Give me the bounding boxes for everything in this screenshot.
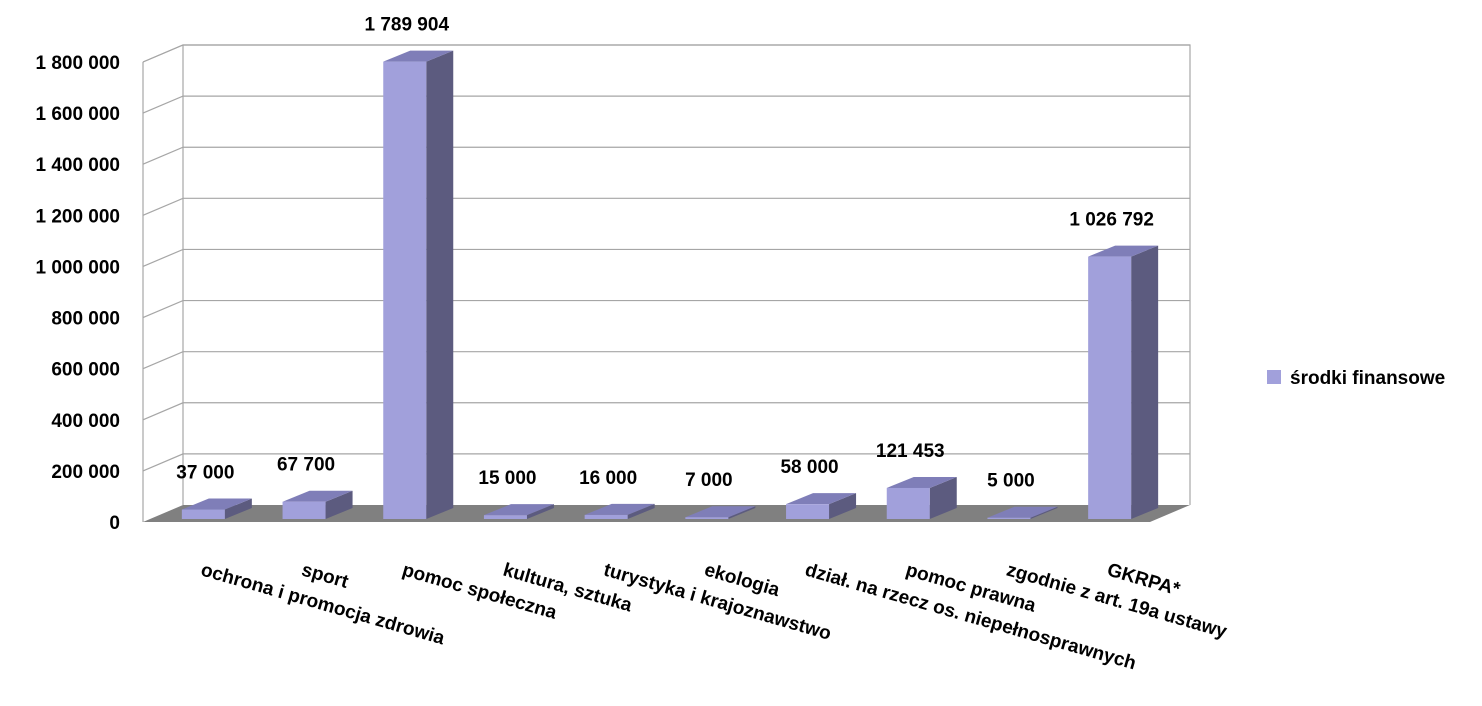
bar-front (685, 517, 729, 519)
bar (483, 504, 554, 519)
bar-side (426, 50, 454, 520)
y-tick-label: 600 000 (51, 360, 120, 381)
legend: środki finansowe (1267, 368, 1445, 389)
bar (282, 490, 353, 519)
bar-top (987, 506, 1058, 518)
bar (886, 476, 957, 519)
bar-top (181, 498, 252, 510)
y-tick-label: 0 (109, 513, 120, 534)
y-tick-label: 800 000 (51, 309, 120, 330)
data-label: 5 000 (987, 471, 1035, 492)
y-tick-label: 1 000 000 (35, 257, 120, 278)
bar-side (1131, 245, 1159, 519)
bar-top (383, 50, 454, 62)
data-label: 58 000 (780, 457, 838, 478)
bar-front (584, 514, 628, 519)
chart-walls (142, 44, 1191, 522)
bar-side (1030, 506, 1058, 519)
gridline (142, 351, 1190, 370)
y-tick-label: 1 400 000 (35, 155, 120, 176)
bar-side (627, 503, 655, 519)
back-wall-edge (142, 44, 1191, 505)
gridline (142, 197, 1190, 216)
gridline (142, 453, 1190, 472)
bar (1088, 245, 1159, 519)
bar-side (929, 476, 957, 519)
bar-front (886, 487, 930, 519)
bar-top (886, 476, 957, 488)
bar-top (584, 503, 655, 515)
legend-label: środki finansowe (1290, 368, 1445, 389)
bar-front (786, 504, 830, 519)
data-label: 1 789 904 (364, 15, 449, 36)
data-labels: 37 000 67 700 1 789 904 15 000 16 000 7 000 58… (176, 15, 1154, 492)
y-tick-label: 1 200 000 (35, 206, 120, 227)
y-tick-label: 1 600 000 (35, 104, 120, 125)
bar-front (383, 61, 427, 520)
data-label: 67 700 (277, 455, 335, 476)
bar (383, 50, 454, 520)
gridline (142, 248, 1190, 267)
bar-front (987, 517, 1031, 519)
bar-top (786, 493, 857, 505)
bar (685, 506, 756, 519)
bar-side (526, 504, 554, 519)
bar-top (483, 504, 554, 516)
bar-side (829, 493, 857, 519)
bar-top (1088, 245, 1159, 257)
y-tick-label: 1 800 000 (35, 53, 120, 74)
bar (181, 498, 252, 519)
gridline (142, 44, 1190, 63)
legend-swatch (1267, 370, 1281, 384)
bar-top (685, 506, 756, 518)
y-tick-label: 200 000 (51, 462, 120, 483)
data-label: 37 000 (176, 463, 234, 484)
data-label: 1 026 792 (1069, 210, 1154, 231)
y-axis-ticks: 0 200 000 400 000 600 000 800 000 1 000 000 1 … (35, 53, 120, 534)
bar (584, 503, 655, 519)
gridlines (142, 44, 1190, 472)
gridline (142, 299, 1190, 319)
data-label: 15 000 (478, 468, 536, 489)
gridline (142, 402, 1190, 421)
data-label: 7 000 (685, 470, 733, 491)
gridline (142, 95, 1190, 114)
bar-front (181, 509, 225, 519)
bar (786, 493, 857, 519)
y-tick-label: 400 000 (51, 411, 120, 432)
bar-top (282, 490, 353, 502)
bar-front (1088, 256, 1132, 519)
data-label: 16 000 (579, 468, 637, 489)
bar-side (728, 506, 756, 519)
bar-front (483, 515, 527, 519)
bars (181, 50, 1159, 520)
bar-side (224, 498, 252, 519)
gridline (142, 146, 1190, 165)
bar (987, 506, 1058, 519)
bar-front (282, 501, 326, 519)
bar-side (325, 490, 353, 519)
data-label: 121 453 (876, 441, 945, 462)
